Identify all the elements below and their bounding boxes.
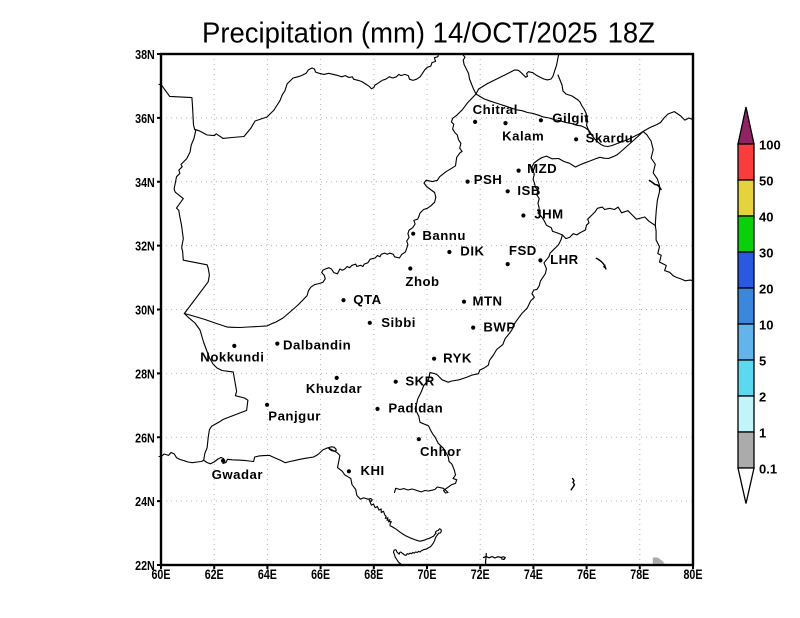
svg-text:64E: 64E xyxy=(258,567,277,582)
svg-text:30N: 30N xyxy=(135,303,155,318)
svg-text:Precipitation (mm) 14/OCT/2025: Precipitation (mm) 14/OCT/2025 18Z xyxy=(202,17,655,49)
svg-text:SKR: SKR xyxy=(405,373,434,388)
svg-text:Kalam: Kalam xyxy=(502,129,544,144)
svg-text:24N: 24N xyxy=(135,494,155,509)
svg-text:0.1: 0.1 xyxy=(759,462,777,477)
svg-text:74E: 74E xyxy=(524,567,543,582)
svg-text:Bannu: Bannu xyxy=(422,228,466,243)
svg-text:JHM: JHM xyxy=(534,207,563,222)
svg-text:Gwadar: Gwadar xyxy=(212,467,263,482)
svg-text:Dalbandin: Dalbandin xyxy=(283,338,351,353)
svg-text:78E: 78E xyxy=(630,567,649,582)
svg-text:68E: 68E xyxy=(364,567,383,582)
svg-text:80E: 80E xyxy=(684,567,703,582)
svg-text:76E: 76E xyxy=(577,567,596,582)
svg-text:10: 10 xyxy=(759,318,773,333)
svg-text:Khuzdar: Khuzdar xyxy=(306,381,362,396)
svg-text:62E: 62E xyxy=(205,567,224,582)
svg-text:66E: 66E xyxy=(311,567,330,582)
svg-text:Chitral: Chitral xyxy=(473,102,518,117)
svg-text:FSD: FSD xyxy=(509,243,537,258)
svg-text:MTN: MTN xyxy=(473,293,503,308)
svg-text:2: 2 xyxy=(759,390,766,405)
svg-text:DIK: DIK xyxy=(460,244,484,259)
svg-text:Chhor: Chhor xyxy=(420,444,461,459)
svg-text:22N: 22N xyxy=(135,558,155,573)
svg-text:20: 20 xyxy=(759,282,773,297)
svg-text:Zhob: Zhob xyxy=(405,274,439,289)
svg-text:40: 40 xyxy=(759,210,773,225)
svg-text:MZD: MZD xyxy=(527,161,557,176)
svg-text:70E: 70E xyxy=(418,567,437,582)
svg-text:32N: 32N xyxy=(135,239,155,254)
svg-text:34N: 34N xyxy=(135,175,155,190)
svg-text:36N: 36N xyxy=(135,111,155,126)
svg-text:Skardu: Skardu xyxy=(586,130,634,145)
svg-text:BWP: BWP xyxy=(483,319,515,334)
svg-text:26N: 26N xyxy=(135,430,155,445)
svg-text:38N: 38N xyxy=(135,47,155,62)
svg-text:Padidan: Padidan xyxy=(388,401,443,416)
svg-text:30: 30 xyxy=(759,246,773,261)
svg-text:RYK: RYK xyxy=(443,350,472,365)
svg-text:Sibbi: Sibbi xyxy=(381,315,416,330)
svg-text:50: 50 xyxy=(759,174,773,189)
svg-text:QTA: QTA xyxy=(353,292,381,307)
svg-text:ISB: ISB xyxy=(517,183,540,198)
svg-text:100: 100 xyxy=(759,138,781,153)
svg-text:Gilgit: Gilgit xyxy=(552,111,589,126)
svg-text:PSH: PSH xyxy=(474,172,503,187)
svg-text:LHR: LHR xyxy=(550,252,579,267)
svg-text:KHI: KHI xyxy=(361,463,385,478)
svg-text:28N: 28N xyxy=(135,367,155,382)
svg-text:Nokkundi: Nokkundi xyxy=(200,350,264,365)
svg-text:Panjgur: Panjgur xyxy=(268,409,321,424)
svg-text:1: 1 xyxy=(759,426,766,441)
svg-text:5: 5 xyxy=(759,354,766,369)
svg-text:72E: 72E xyxy=(471,567,490,582)
svg-text:60E: 60E xyxy=(152,567,171,582)
